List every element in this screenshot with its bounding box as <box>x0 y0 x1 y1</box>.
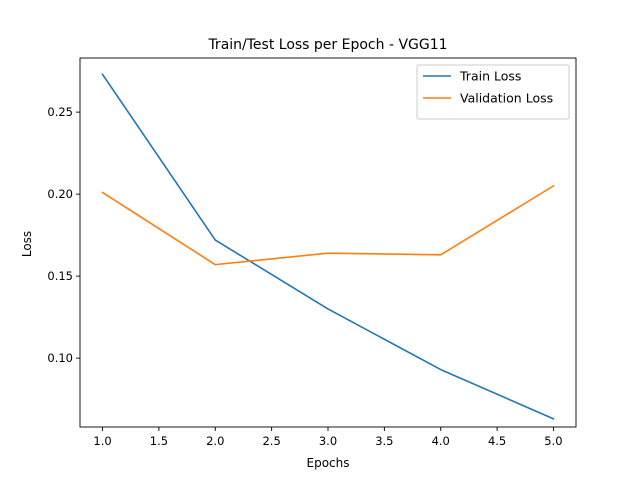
x-tick-label: 1.5 <box>150 434 168 448</box>
series-line-validation-loss <box>101 184 555 266</box>
legend-label: Train Loss <box>459 69 521 84</box>
x-tick-label: 2.0 <box>206 434 224 448</box>
x-tick-label: 4.5 <box>488 434 506 448</box>
x-tick-label: 3.5 <box>375 434 393 448</box>
x-tick-label: 1.0 <box>93 434 111 448</box>
series-line-train-loss <box>101 73 555 420</box>
x-tick-label: 2.5 <box>262 434 280 448</box>
y-tick-label: 0.10 <box>47 351 73 365</box>
x-tick-label: 5.0 <box>544 434 562 448</box>
legend-label: Validation Loss <box>460 91 553 106</box>
y-tick-label: 0.25 <box>47 105 73 119</box>
x-tick-label: 3.0 <box>319 434 337 448</box>
y-tick-label: 0.20 <box>47 187 73 201</box>
plot-area: 1.0 1.5 2.0 2.5 3.0 3.5 4.0 4.5 5.0 0.10 0.15 0.20 0… <box>47 57 577 448</box>
x-axis-label: Epochs <box>307 456 350 470</box>
legend: Train Loss Validation Loss <box>416 64 570 120</box>
y-axis-label: Loss <box>20 231 34 257</box>
y-tick-label: 0.15 <box>47 269 73 283</box>
legend-box <box>416 64 570 120</box>
chart-title: Train/Test Loss per Epoch - VGG11 <box>207 37 447 53</box>
x-tick-label: 4.0 <box>432 434 450 448</box>
